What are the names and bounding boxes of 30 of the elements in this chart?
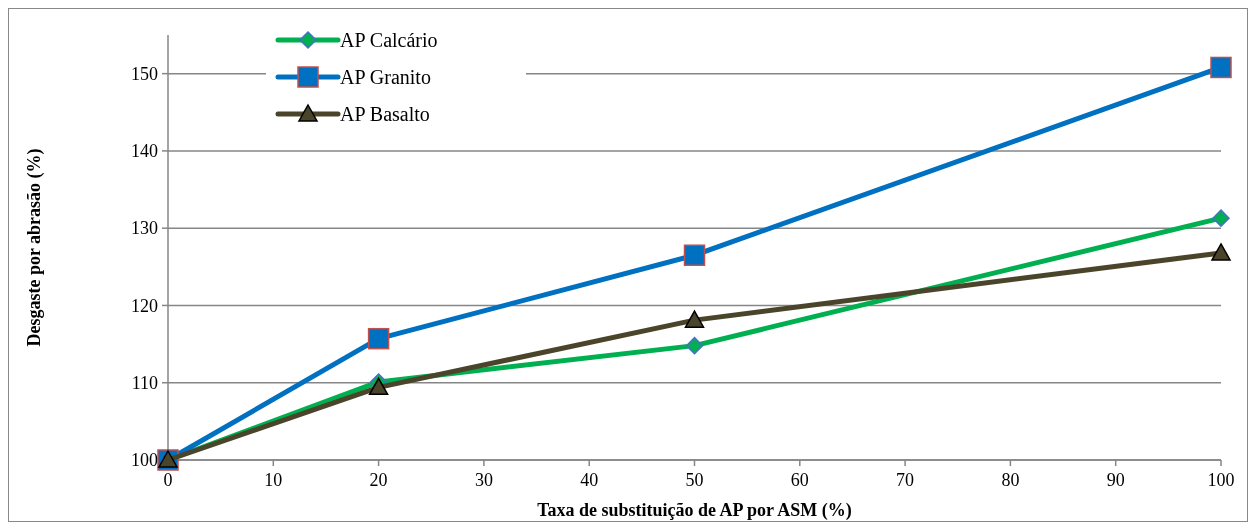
x-tick-label: 30 (474, 470, 493, 490)
x-tick-label: 50 (685, 470, 704, 490)
x-tick-label: 10 (264, 470, 283, 490)
legend-label: AP Calcário (340, 29, 438, 51)
point (368, 377, 389, 396)
x-tick-label: 60 (790, 470, 809, 490)
y-tick-label: 100 (131, 450, 158, 471)
legend-label: AP Basalto (340, 103, 430, 125)
y-axis-title: Desgaste por abrasão (%) (24, 148, 45, 347)
point (1212, 209, 1230, 227)
point (1211, 243, 1231, 261)
x-tick-label: 0 (163, 470, 173, 490)
x-axis-title: Taxa de substituição de AP por ASM (%) (537, 500, 852, 521)
point (683, 244, 706, 266)
x-tick-label: 70 (896, 470, 915, 490)
y-tick-label: 140 (131, 141, 158, 162)
point (684, 310, 705, 328)
y-tick-label: 130 (131, 218, 158, 239)
x-tick-label: 20 (369, 470, 388, 490)
x-tick-label: 80 (1001, 470, 1020, 490)
legend-label: AP Granito (340, 66, 431, 88)
point (685, 336, 704, 355)
x-tick-label: 100 (1207, 470, 1235, 490)
point (1210, 56, 1232, 79)
y-tick-label: 110 (131, 373, 158, 394)
point (367, 327, 390, 350)
x-tick-label: 90 (1106, 470, 1125, 490)
y-tick-label: 150 (131, 63, 158, 84)
y-tick-label: 120 (131, 295, 158, 316)
x-tick-label: 40 (580, 470, 599, 490)
